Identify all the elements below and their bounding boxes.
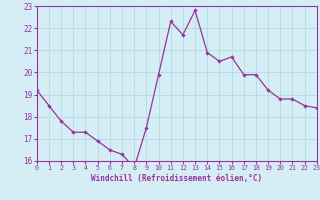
X-axis label: Windchill (Refroidissement éolien,°C): Windchill (Refroidissement éolien,°C) xyxy=(91,174,262,183)
